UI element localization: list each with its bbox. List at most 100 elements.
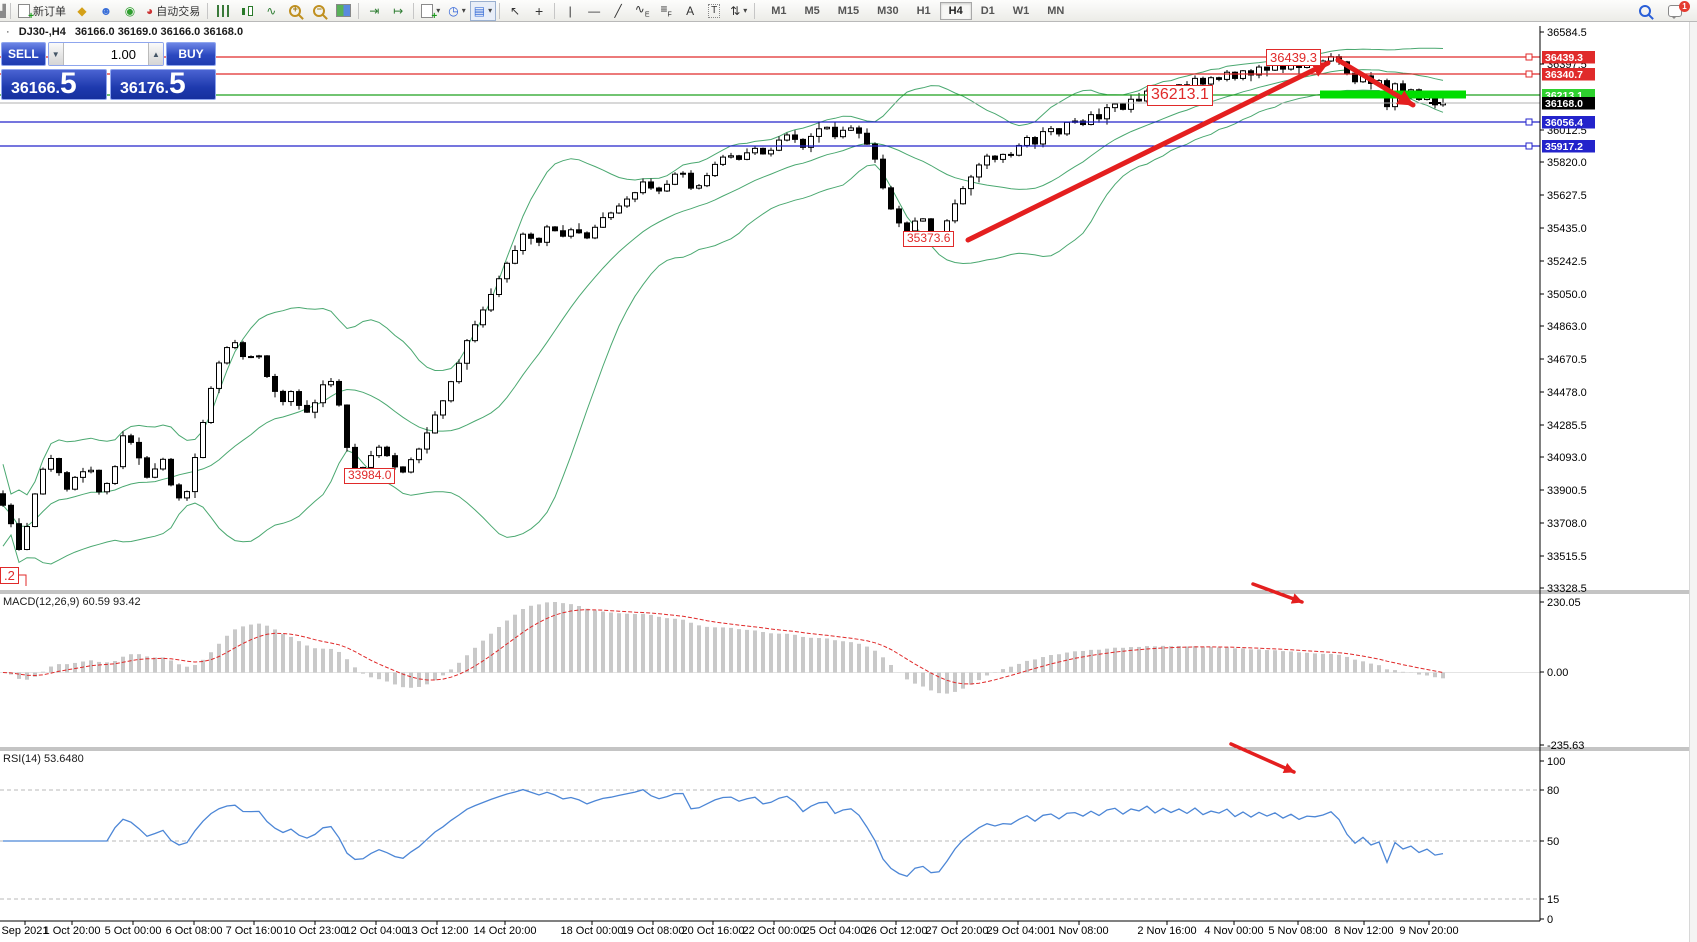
sell-price-pips: 5 [59, 67, 77, 100]
symbol-period: DJ30-,H4 [18, 26, 66, 38]
tile-windows-button[interactable] [331, 1, 355, 21]
price-annotation[interactable]: 33984.0 [344, 468, 396, 484]
arrows-menu-button[interactable]: ⇅ ▾ [726, 1, 751, 21]
clock-icon: ◷ [448, 3, 459, 18]
price-annotation[interactable]: 36213.1 [1147, 85, 1213, 106]
search-icon [1639, 4, 1651, 17]
svg-text:25 Oct 04:00: 25 Oct 04:00 [804, 925, 867, 937]
scrollbar-track[interactable] [1689, 22, 1697, 942]
buy-price[interactable]: 36176. 5 [110, 69, 216, 100]
buy-button[interactable]: BUY [166, 42, 216, 66]
chart-shift-button[interactable]: ↦ [386, 1, 410, 21]
funds-button[interactable]: ◆ [70, 1, 94, 21]
svg-text:33328.5: 33328.5 [1547, 583, 1587, 595]
volume-increase-button[interactable]: ▲ [148, 43, 163, 65]
line-anchor-handle[interactable] [1525, 53, 1533, 61]
trend-arrow-4[interactable] [1229, 742, 1296, 774]
caret-down-icon: ▼ [51, 49, 60, 59]
svg-text:36584.5: 36584.5 [1547, 27, 1587, 39]
timeframe-button-h1[interactable]: H1 [908, 2, 940, 20]
notifications-button[interactable]: 1 [1663, 0, 1690, 21]
toolbar: ▟ 新订单 ◆ ☻ ◉ ◕ 自动交易 ∿ ⇥ ↦ ▾ ◷ ▾ [0, 0, 1697, 22]
price-axis-label-36168.0: 36168.0 [1542, 97, 1595, 110]
line-chart-button[interactable]: ∿ [259, 1, 283, 21]
macd-signal-line [2, 609, 1444, 685]
timeframe-button-m15[interactable]: M15 [829, 2, 868, 20]
vertical-line-button[interactable]: | [558, 1, 582, 21]
indicators-menu-button[interactable]: ▾ [417, 1, 444, 22]
horizontal-line-button[interactable]: — [582, 1, 606, 21]
trend-arrow-3[interactable] [1251, 582, 1304, 604]
price-axis-label-35917.2: 35917.2 [1542, 140, 1595, 153]
toolbar-separator [754, 2, 756, 19]
price-axis-label-36439.3: 36439.3 [1542, 51, 1595, 64]
zoom-out-button[interactable] [307, 1, 331, 21]
bar-chart-button[interactable] [211, 1, 235, 21]
svg-text:1 Nov 08:00: 1 Nov 08:00 [1049, 925, 1108, 937]
toolbar-separator [10, 2, 11, 19]
channel-button[interactable]: ∿E [630, 1, 654, 21]
profile-icon: ☻ [99, 3, 113, 18]
text-button[interactable]: A [678, 1, 702, 21]
sell-price-main: 36166. [11, 80, 60, 97]
toolbar-right: 1 [1633, 0, 1690, 21]
svg-text:10 Oct 23:00: 10 Oct 23:00 [284, 925, 347, 937]
zoom-in-button[interactable] [283, 1, 307, 21]
vertical-line-icon: | [568, 3, 572, 18]
trend-arrow-1[interactable] [965, 60, 1331, 243]
line-anchor-handle[interactable] [1525, 70, 1533, 78]
timeframe-button-m1[interactable]: M1 [762, 2, 795, 20]
svg-text:35050.0: 35050.0 [1547, 289, 1587, 301]
svg-text:36439.3: 36439.3 [1545, 52, 1583, 64]
svg-text:27 Oct 20:00: 27 Oct 20:00 [926, 925, 989, 937]
line-anchor-handle[interactable] [1525, 118, 1533, 126]
price-annotation[interactable]: 36439.3 [1266, 49, 1321, 67]
search-button[interactable] [1633, 1, 1657, 21]
svg-text:22 Oct 00:00: 22 Oct 00:00 [743, 925, 806, 937]
timeframe-button-mn[interactable]: MN [1038, 2, 1073, 20]
timeframe-button-d1[interactable]: D1 [972, 2, 1004, 20]
timeframe-button-h4[interactable]: H4 [939, 1, 972, 20]
timeframe-button-m5[interactable]: M5 [795, 2, 828, 20]
new-order-button[interactable]: 新订单 [14, 1, 70, 22]
caret-up-icon: ▲ [152, 49, 160, 59]
crosshair-button[interactable]: + [527, 1, 551, 21]
profile-button[interactable]: ☻ [94, 1, 118, 21]
svg-text:0: 0 [1547, 914, 1553, 926]
toolbar-separator [358, 2, 360, 19]
signals-button[interactable]: ◉ [118, 1, 142, 21]
line-anchor-handle[interactable] [1525, 142, 1533, 150]
arrows-icon: ⇅ [730, 3, 741, 18]
volume-input[interactable] [63, 43, 148, 65]
zoom-in-icon [289, 4, 302, 17]
volume-decrease-button[interactable]: ▼ [48, 43, 64, 65]
candlestick-chart-button[interactable] [235, 1, 259, 21]
trend-arrow-2[interactable] [1335, 57, 1416, 108]
trendline-button[interactable]: ╱ [606, 1, 630, 21]
chevron-down-icon: ▾ [488, 6, 493, 15]
price-annotation[interactable]: 35373.6 [903, 231, 955, 247]
clipped-toolbar-button[interactable]: ▟ [0, 1, 7, 21]
svg-text:230.05: 230.05 [1547, 597, 1581, 609]
svg-text:Sep 2021: Sep 2021 [1, 925, 48, 937]
templates-menu-button[interactable]: ▤ ▾ [469, 0, 497, 21]
auto-scroll-button[interactable]: ⇥ [362, 1, 386, 21]
svg-text:33900.5: 33900.5 [1547, 485, 1587, 497]
text-label-button[interactable]: T [702, 1, 726, 21]
signal-icon: ◉ [124, 3, 136, 18]
fibonacci-button[interactable]: ≡F [654, 1, 678, 21]
price-annotation[interactable]: .2 [0, 567, 19, 585]
cursor-button[interactable]: ↖ [503, 1, 527, 21]
sell-button[interactable]: SELL [1, 42, 46, 66]
timeframe-button-m30[interactable]: M30 [868, 2, 907, 20]
timeframe-button-w1[interactable]: W1 [1004, 2, 1039, 20]
periods-menu-button[interactable]: ◷ ▾ [444, 1, 470, 21]
svg-text:6 Oct 08:00: 6 Oct 08:00 [166, 925, 223, 937]
auto-trading-button[interactable]: ◕ 自动交易 [142, 1, 204, 21]
sell-price[interactable]: 36166. 5 [1, 69, 107, 100]
candlestick-chart-icon [240, 5, 254, 17]
svg-text:2 Nov 16:00: 2 Nov 16:00 [1137, 925, 1196, 937]
equidistant-channel-icon: ∿E [634, 1, 650, 19]
